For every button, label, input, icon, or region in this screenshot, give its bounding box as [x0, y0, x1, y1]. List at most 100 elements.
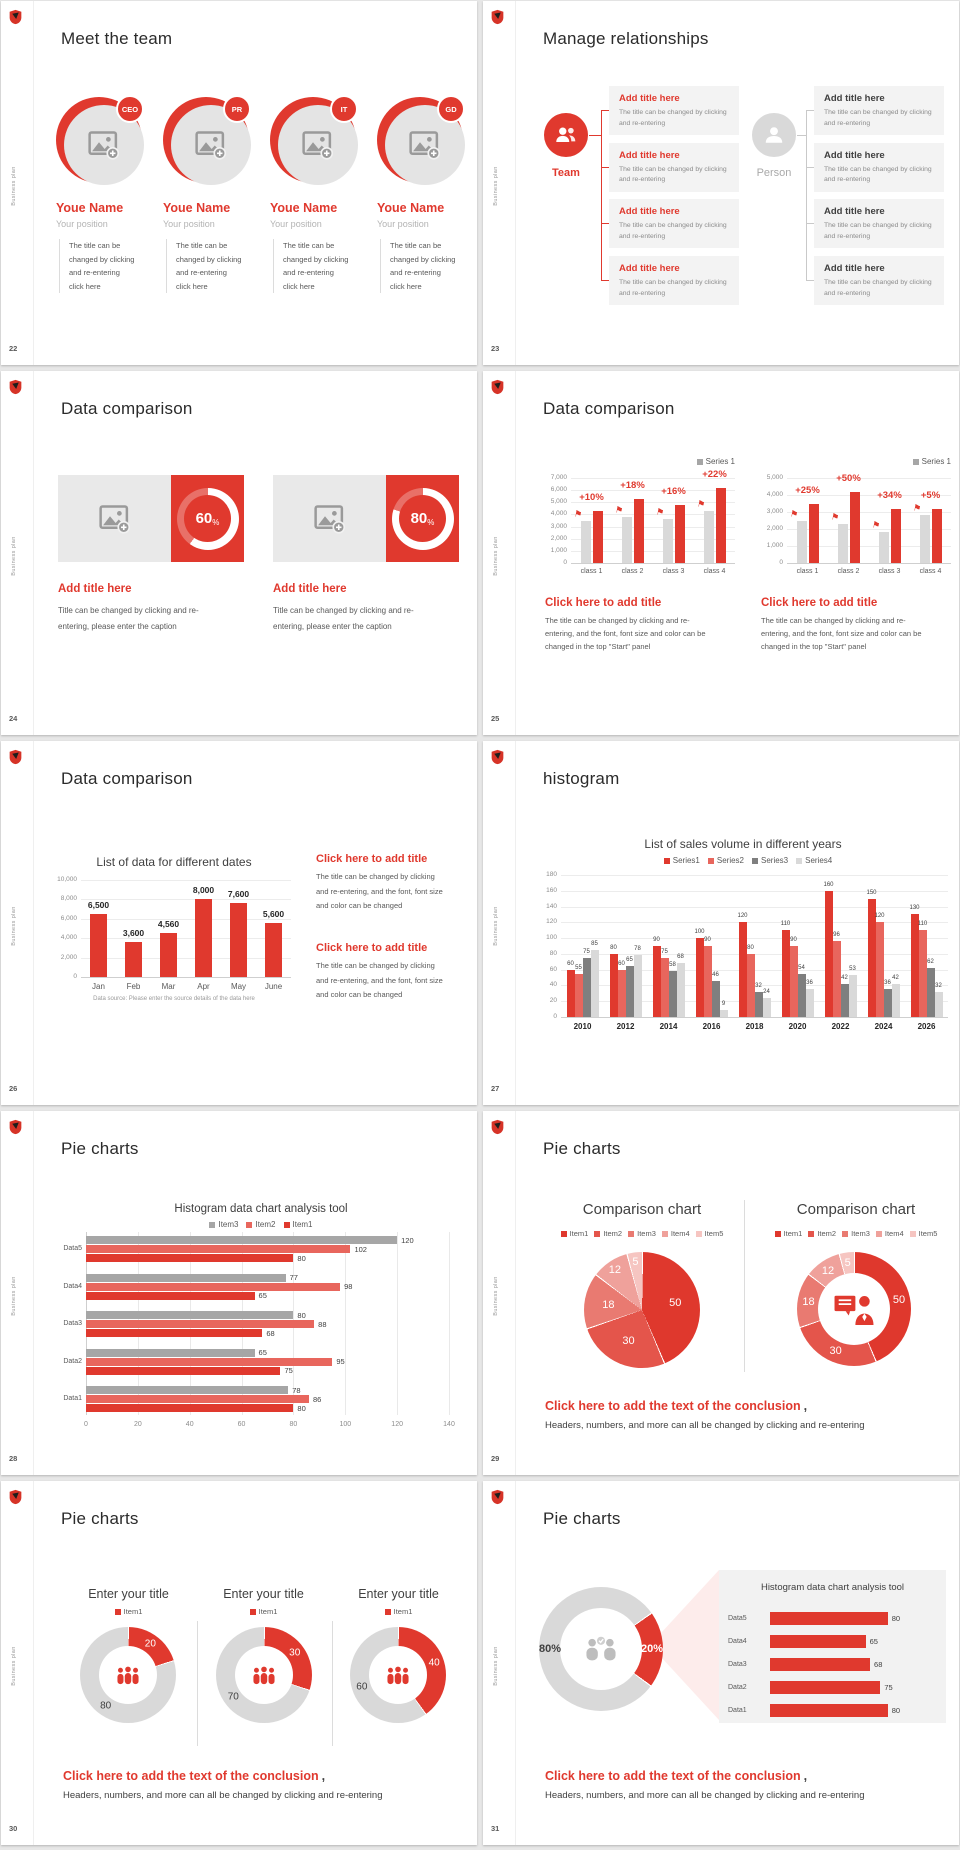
legend-swatch: [752, 857, 758, 864]
people-group-icon: [387, 1666, 409, 1685]
box-title: Add title here: [824, 149, 885, 161]
y-axis-tick: 6,000: [550, 486, 567, 494]
slice-label: 30: [622, 1335, 635, 1348]
bar-data: [125, 942, 142, 977]
slice-label: 30: [289, 1647, 301, 1659]
team-label: Team: [552, 167, 580, 179]
gridline: [81, 918, 291, 920]
sidebar-divider: [33, 1481, 34, 1845]
slide-thumbnail-22[interactable]: Business plan 22 Meet the team CEO Youe N…: [1, 1, 477, 365]
sidebar-divider: [33, 371, 34, 735]
bar-value-label: 80: [297, 1253, 306, 1263]
page-number: 31: [491, 1824, 500, 1833]
growth-label: +25%: [795, 484, 820, 496]
legend-item: Item5: [909, 1229, 937, 1238]
conclusion-subtitle: Headers, numbers, and more can all be ch…: [545, 1420, 865, 1431]
sidebar-label: Business plan: [493, 536, 499, 576]
team-icon: [556, 127, 576, 143]
bar-value: [770, 1658, 871, 1671]
card-title: Add title here: [58, 583, 132, 595]
chart-legend: Series1 Series2 Series3 Series4: [588, 856, 908, 865]
legend-label: Item1: [292, 1220, 313, 1229]
bar-value-label: 24: [763, 989, 770, 996]
x-axis-label: 2018: [745, 1022, 764, 1031]
box-body: The title can be changed by clicking and…: [824, 165, 932, 184]
bar-value-label: 6,500: [87, 899, 110, 910]
chart-legend: Item1: [201, 1607, 326, 1616]
conclusion-subtitle: Headers, numbers, and more can all be ch…: [63, 1790, 383, 1801]
legend-swatch: [875, 1230, 882, 1237]
slide-thumbnail-30[interactable]: Business plan 30 Pie charts Enter your t…: [1, 1481, 477, 1845]
bar-value-label: 36: [806, 979, 813, 986]
slide-thumbnail-28[interactable]: Business plan 28 Pie charts Histogram da…: [1, 1111, 477, 1475]
progress-ring-hole: [399, 495, 446, 542]
bar-Series2: [703, 946, 712, 1017]
slice-label: 18: [802, 1296, 815, 1309]
sidebar-label: Business plan: [493, 1276, 499, 1316]
slide-thumbnail-27[interactable]: Business plan 27 histogram List of sales…: [483, 741, 959, 1105]
bar-value-label: 120: [401, 1235, 414, 1245]
member-description: The title can be changed by clicking and…: [166, 239, 260, 293]
page-number: 30: [9, 1824, 18, 1833]
conclusion-comma: ,: [803, 1399, 808, 1413]
page-number: 24: [9, 714, 18, 723]
brand-logo-icon: [491, 379, 504, 395]
people-group-icon: [253, 1666, 275, 1685]
member-description: The title can be changed by clicking and…: [380, 239, 474, 293]
card-caption: Title can be changed by clicking and re-…: [273, 606, 414, 631]
chart-title: Histogram data chart analysis tool: [174, 1203, 348, 1215]
slide-thumbnail-24[interactable]: Business plan 24 Data comparison 60% 80% …: [1, 371, 477, 735]
slice-label: 60: [356, 1681, 368, 1693]
bar-value-label: 42: [841, 974, 848, 981]
bar-Series2: [617, 969, 626, 1017]
chart-legend: Series 1: [849, 457, 951, 466]
bar-Series1: [867, 898, 876, 1017]
bar-Series3: [926, 968, 935, 1017]
bar-value-label: 88: [318, 1319, 327, 1329]
progress-label: 60%: [177, 488, 239, 550]
chart-title: Enter your title: [88, 1587, 169, 1601]
bar-Series2: [875, 922, 884, 1017]
chart-source-note: Data source: Please enter the source det…: [93, 996, 255, 1002]
sidebar-divider: [33, 741, 34, 1105]
y-axis-tick: 140: [546, 902, 557, 910]
slice-label: 80: [100, 1700, 112, 1712]
brand-logo-icon: [9, 1119, 22, 1135]
y-axis-tick: 0: [73, 973, 77, 980]
gridline: [345, 1232, 347, 1415]
slide-thumbnail-23[interactable]: Business plan 23 Manage relationships Te…: [483, 1, 959, 365]
member-position: Your position: [377, 219, 429, 229]
x-axis-label: 2012: [616, 1022, 635, 1031]
legend-item: Series3: [752, 856, 788, 865]
team-circle: [544, 113, 588, 157]
slide-thumbnail-25[interactable]: Business plan 25 Data comparison Series …: [483, 371, 959, 735]
x-axis-tick: 20: [133, 1421, 142, 1428]
progress-value: 80: [410, 510, 428, 527]
bar-value-label: 110: [780, 921, 791, 928]
bar-value-label: 60: [567, 960, 574, 967]
team-member-card: GD Youe Name Your position The title can be…: [377, 95, 475, 333]
legend-item: Item1: [283, 1220, 313, 1229]
bar-Series3: [582, 957, 591, 1017]
team-connector-stub: [601, 110, 609, 111]
slice-label: 5: [632, 1256, 639, 1269]
x-axis-label: 2016: [702, 1022, 721, 1031]
bar-value-label: 7,600: [227, 889, 250, 900]
y-axis-tick: 5,000: [766, 474, 783, 481]
data-card: 80%: [273, 475, 459, 562]
x-axis-tick: 100: [339, 1421, 352, 1428]
x-axis-label: 2010: [573, 1022, 592, 1031]
chart-title: List of sales volume in different years: [644, 837, 842, 851]
x-axis-label: Feb: [126, 982, 141, 991]
slide-thumbnail-26[interactable]: Business plan 26 Data comparison List of…: [1, 741, 477, 1105]
card-caption: Title can be changed by clicking and re-…: [58, 606, 199, 631]
x-axis-label: 2026: [917, 1022, 936, 1031]
slide-thumbnail-29[interactable]: Business plan 29 Pie charts Comparison c…: [483, 1111, 959, 1475]
bar-Item1: [86, 1366, 281, 1375]
bar-baseline: [621, 516, 632, 563]
card-progress-area: 60%: [171, 475, 244, 562]
bar-data: [160, 932, 177, 977]
slide-thumbnail-31[interactable]: Business plan 31 Pie charts 20% 80% Histo…: [483, 1481, 959, 1845]
x-axis-label: class 4: [703, 568, 726, 575]
chart-title: Enter your title: [223, 1587, 304, 1601]
